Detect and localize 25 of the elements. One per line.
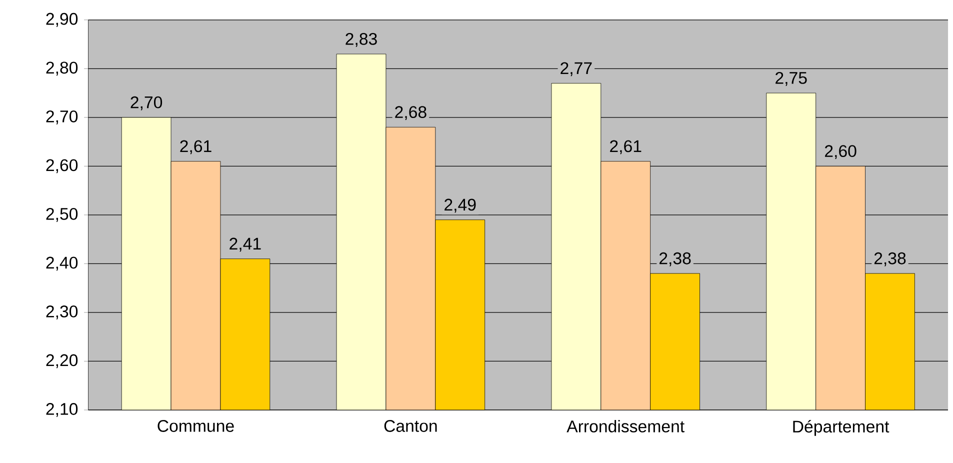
data-label: 2,41 — [230, 238, 261, 252]
data-label: 2,61 — [610, 140, 642, 154]
x-tick-label: Arrondissement — [566, 420, 684, 433]
data-label: 2,75 — [776, 72, 807, 86]
y-tick-label: 2,70 — [46, 110, 78, 125]
y-tick-label: 2,10 — [46, 403, 78, 418]
y-tick-label: 2,50 — [46, 208, 78, 222]
data-label: 2,61 — [180, 140, 212, 154]
data-label: 2,83 — [346, 33, 377, 48]
data-label: 2,70 — [130, 96, 162, 110]
data-label: 2,49 — [444, 198, 476, 213]
x-tick-label: Département — [793, 420, 890, 436]
y-tick-label: 2,40 — [46, 256, 78, 271]
y-tick-label: 2,90 — [46, 13, 78, 28]
x-tick-label: Commune — [158, 420, 234, 432]
x-tick-label: Canton — [384, 420, 437, 432]
y-tick-label: 2,20 — [46, 354, 78, 368]
y-tick-label: 2,30 — [46, 306, 78, 320]
y-tick-label: 2,60 — [46, 159, 78, 174]
data-label: 2,38 — [660, 252, 691, 266]
data-label: 2,38 — [874, 252, 906, 266]
data-label: 2,77 — [560, 62, 592, 76]
y-tick-label: 2,80 — [46, 62, 78, 76]
data-label: 2,60 — [825, 145, 856, 160]
data-label: 2,68 — [395, 106, 426, 120]
